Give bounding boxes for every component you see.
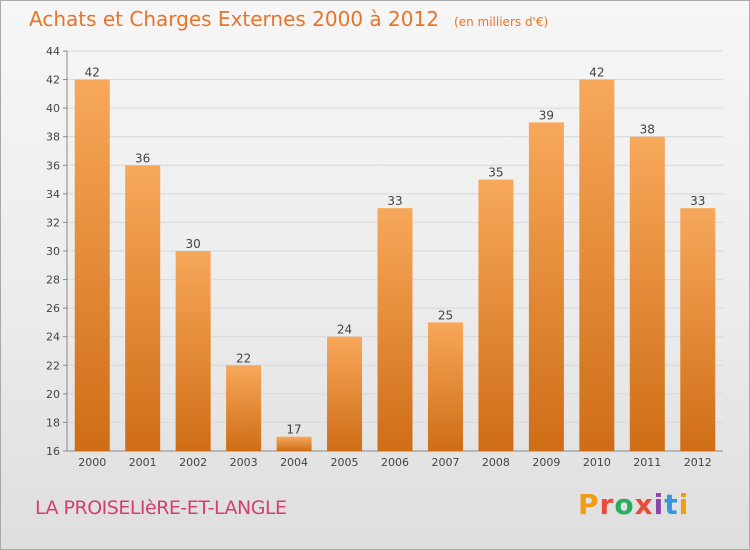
x-tick-label: 2012	[684, 456, 712, 469]
bar	[74, 79, 110, 452]
x-tick-label: 2002	[179, 456, 207, 469]
y-tick-label: 36	[46, 159, 60, 172]
logo-letter: P	[578, 488, 600, 521]
logo-letter: t	[664, 488, 679, 521]
bar	[276, 436, 312, 451]
y-tick-label: 20	[46, 388, 60, 401]
bar-value-label: 30	[186, 237, 201, 251]
logo-letter: x	[634, 488, 654, 521]
bar	[327, 336, 363, 451]
y-tick-label: 32	[46, 216, 60, 229]
bar	[680, 208, 716, 451]
chart-title: Achats et Charges Externes 2000 à 2012	[29, 7, 439, 31]
bar-value-label: 22	[236, 351, 251, 365]
y-tick-label: 28	[46, 274, 60, 287]
logo-letter: i	[653, 488, 665, 521]
chart-subtitle: (en milliers d'€)	[454, 15, 549, 29]
bar-value-label: 25	[438, 308, 453, 322]
x-tick-label: 2010	[583, 456, 611, 469]
y-tick-label: 26	[46, 302, 60, 315]
bar	[427, 322, 463, 451]
brand-logo[interactable]: Proxiti	[578, 488, 689, 521]
bar	[226, 365, 262, 451]
x-tick-label: 2008	[482, 456, 510, 469]
commune-name: LA PROISELIèRE-ET-LANGLE	[35, 497, 287, 519]
bar-value-label: 42	[589, 66, 604, 80]
bar-value-label: 38	[640, 123, 655, 137]
x-tick-label: 2006	[381, 456, 409, 469]
y-tick-label: 24	[46, 331, 60, 344]
bar-value-label: 33	[690, 194, 705, 208]
bar	[478, 179, 514, 452]
bar	[175, 251, 211, 451]
y-tick-label: 22	[46, 359, 60, 372]
x-tick-label: 2003	[230, 456, 258, 469]
y-tick-label: 40	[46, 102, 60, 115]
bar-value-label: 24	[337, 323, 352, 337]
x-tick-label: 2009	[532, 456, 560, 469]
x-tick-label: 2005	[331, 456, 359, 469]
x-tick-label: 2001	[129, 456, 157, 469]
x-tick-label: 2000	[78, 456, 106, 469]
y-tick-label: 44	[46, 45, 60, 58]
y-tick-label: 16	[46, 445, 60, 458]
bar-value-label: 35	[488, 166, 503, 180]
bar	[125, 165, 161, 452]
y-tick-label: 38	[46, 131, 60, 144]
x-tick-label: 2004	[280, 456, 308, 469]
y-tick-label: 42	[46, 74, 60, 87]
bar-value-label: 42	[85, 66, 100, 80]
logo-letter: o	[614, 488, 635, 521]
bar	[528, 122, 564, 451]
x-tick-label: 2007	[431, 456, 459, 469]
bar	[629, 136, 665, 451]
logo-letter: r	[599, 488, 615, 521]
bar-value-label: 39	[539, 108, 554, 122]
y-tick-label: 18	[46, 416, 60, 429]
bar-value-label: 33	[387, 194, 402, 208]
y-tick-label: 30	[46, 245, 60, 258]
bar	[377, 208, 413, 451]
bar-value-label: 36	[135, 151, 150, 165]
y-tick-label: 34	[46, 188, 60, 201]
logo-letter: i	[678, 488, 690, 521]
x-tick-label: 2011	[633, 456, 661, 469]
bar-value-label: 17	[286, 423, 301, 437]
bar	[579, 79, 615, 452]
title-row: Achats et Charges Externes 2000 à 2012 (…	[29, 7, 548, 31]
